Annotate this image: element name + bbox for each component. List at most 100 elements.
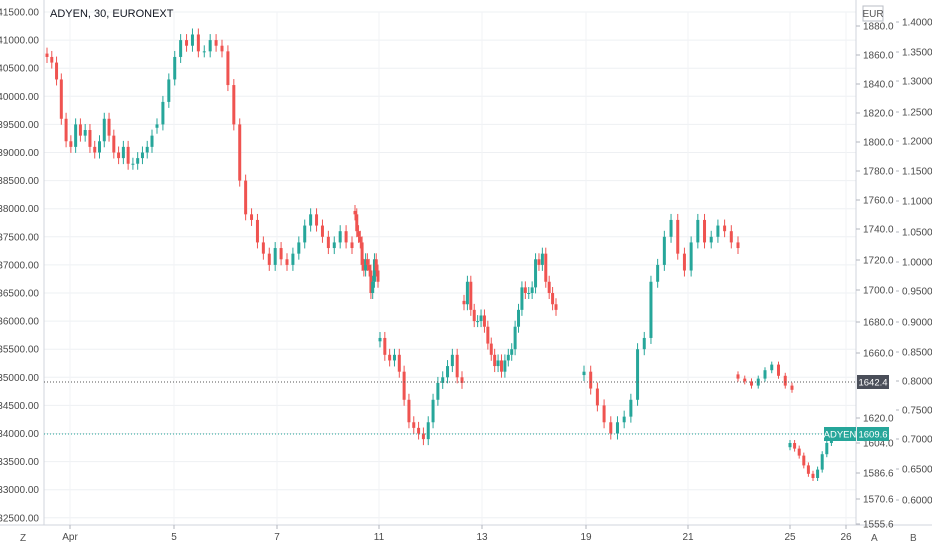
candle-body [513, 326, 517, 350]
right-tick-label: 1570.6 [863, 495, 894, 506]
candle-body [489, 343, 493, 355]
candle-body [74, 124, 78, 147]
left-tick-label: 32500.00 [0, 513, 39, 524]
candle-body [383, 337, 387, 355]
candle-body [770, 364, 774, 371]
candle-body [136, 158, 140, 164]
candle-body [402, 371, 406, 400]
candle-body [131, 163, 135, 165]
candle-body [476, 321, 480, 323]
candle-body [167, 79, 171, 102]
candle-body [551, 293, 555, 305]
candle-body [365, 259, 369, 265]
x-tick-label: 5 [171, 532, 177, 543]
candle-body [530, 287, 534, 293]
candle-body [547, 281, 551, 293]
candle-body [112, 135, 116, 153]
candle-body [793, 443, 797, 449]
candle-body [378, 337, 382, 342]
candle-body [353, 210, 357, 215]
candle-body [367, 264, 371, 271]
currency-label[interactable]: EUR [862, 5, 884, 22]
candle-body [344, 231, 348, 243]
candle-body [523, 287, 527, 293]
last-price-badge [857, 427, 889, 441]
ratio-tick-label: 1.25000 [902, 108, 932, 119]
candle-body [649, 281, 653, 338]
candle-body [510, 349, 514, 355]
left-tick-label: 37000.00 [0, 260, 39, 271]
left-tick-label: 39500.00 [0, 120, 39, 131]
candle-body [407, 399, 411, 423]
left-price-axis: 41500.00 41000.00 40500.00 40000.00 39500.00… [0, 0, 45, 525]
candle-body [412, 422, 416, 428]
candle-body [656, 264, 660, 282]
auto-scale-icon[interactable]: A [871, 533, 878, 544]
x-tick-label: 19 [580, 532, 592, 543]
scale-b-icon[interactable]: B [910, 533, 917, 544]
left-tick-label: 35000.00 [0, 373, 39, 384]
candle-body [609, 422, 613, 434]
chart-title: ADYEN, 30, EURONEXT [50, 8, 174, 20]
candle-body [450, 354, 454, 367]
candle-body [723, 225, 727, 232]
candle-body [98, 141, 101, 153]
right-tick-label: 1604.0 [863, 439, 894, 450]
left-tick-label: 41000.00 [0, 36, 39, 47]
candle-body [709, 236, 713, 243]
candle-body [426, 422, 430, 440]
x-tick-label: Apr [62, 532, 78, 543]
candle-body [820, 454, 824, 470]
currency-label-text: EUR [862, 9, 883, 20]
candle-body [703, 219, 707, 243]
candle-body [267, 253, 271, 265]
candle-body [232, 85, 236, 125]
candle-body [55, 62, 59, 80]
zoom-icon[interactable]: Z [20, 533, 26, 544]
candle-body [540, 253, 544, 265]
right-tick-label: 1680.0 [863, 318, 894, 329]
candle-body [544, 253, 548, 282]
candle-body [622, 416, 626, 423]
candle-body [261, 242, 265, 254]
ratio-tick-label: 1.10000 [902, 197, 932, 208]
candle-body [202, 51, 206, 53]
candle-body [364, 259, 368, 271]
candle-body [446, 366, 450, 378]
candle-body [816, 469, 820, 478]
right-tick-label: 1860.0 [863, 51, 894, 62]
ratio-tick-label: 1.20000 [902, 137, 932, 148]
candle-body [788, 443, 792, 448]
x-tick-label: 26 [840, 532, 852, 543]
left-tick-label: 41500.00 [0, 8, 39, 19]
candle-body [662, 236, 666, 265]
price-badges: 1642.4 ADYEN 1609.6 [44, 375, 889, 441]
time-axis: Apr 5 7 11 13 19 21 25 26 [0, 524, 932, 543]
candle-body [479, 315, 483, 322]
right-tick-label: 1660.0 [863, 349, 894, 360]
candle-body [499, 360, 503, 372]
candle-body [150, 135, 154, 147]
marker-price-label: 1642.4 [858, 378, 887, 389]
left-tick-label: 34500.00 [0, 401, 39, 412]
right-tick-label: 1700.0 [863, 286, 894, 297]
candle-body [493, 354, 497, 367]
candle-body [417, 427, 421, 434]
candle-body [297, 242, 301, 254]
left-tick-label: 33500.00 [0, 457, 39, 468]
candle-body [214, 40, 218, 46]
candle-body [455, 354, 459, 378]
candle-body [371, 281, 375, 293]
candle-body [436, 382, 440, 400]
candle-body [279, 248, 283, 260]
right-tick-label: 1720.0 [863, 256, 894, 267]
candle-body [303, 225, 307, 243]
right-tick-label: 1840.0 [863, 80, 894, 91]
candle-body [362, 264, 366, 271]
candle-body [783, 375, 787, 386]
candle-body [589, 371, 593, 389]
